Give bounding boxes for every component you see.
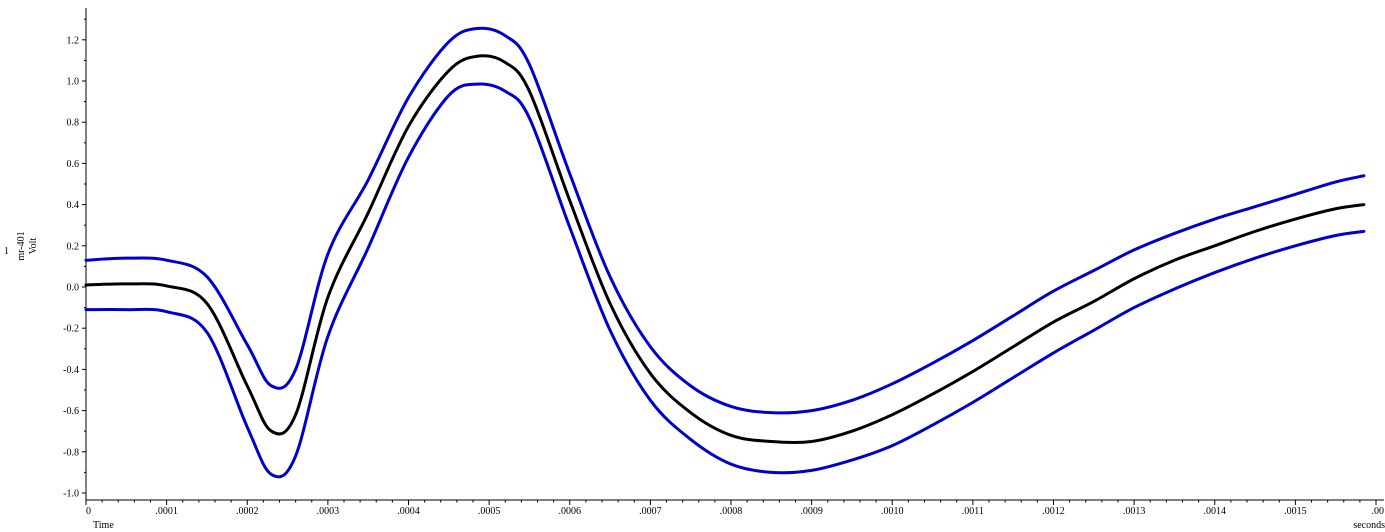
y-tick-label: -0.4 (63, 365, 79, 376)
y-tick-label: 1.2 (67, 35, 80, 46)
y-tick-label: -1.0 (63, 489, 79, 500)
upper-bound-line (84, 26, 1366, 415)
x-tick-label: .0005 (478, 506, 501, 517)
x-tick-label: .0003 (317, 506, 340, 517)
y-tick-label: 0.6 (67, 159, 80, 170)
y-tick-label: 0.8 (67, 118, 80, 129)
y-tick-label: 0.0 (67, 283, 80, 294)
x-tick-label: .0004 (397, 506, 420, 517)
y-tick-label: 1.0 (67, 77, 80, 88)
x-axis-unit: seconds (1353, 520, 1385, 531)
x-tick-label: .0010 (881, 506, 904, 517)
y-axis-name: mr-401 (16, 231, 27, 260)
channel-number: 1 (4, 246, 9, 257)
x-tick-label: .0002 (236, 506, 259, 517)
x-tick-label: .0007 (639, 506, 662, 517)
lower-bound-line (84, 82, 1366, 479)
x-axis-title: Time (93, 520, 114, 531)
y-tick-label: 0.4 (67, 200, 80, 211)
x-tick-label: .0009 (800, 506, 823, 517)
mean-line (84, 54, 1366, 445)
x-tick-label: .0013 (1123, 506, 1146, 517)
x-tick-label: .0006 (559, 506, 582, 517)
x-tick-label: .0014 (1204, 506, 1227, 517)
y-tick-label: -0.8 (63, 447, 79, 458)
x-tick-label: .0015 (1284, 506, 1307, 517)
y-axis: -1.0 -0.8 -0.6 -0.4 -0.2 0.0 0.2 0.4 0.6 0.8 1.0 1.… (63, 8, 87, 500)
x-tick-label: 0 (86, 506, 91, 517)
x-tick-label: .0001 (155, 506, 178, 517)
x-axis: 0 .0001 .0002 .0003 .0004 .0005 .0006 .0007 .000… (85, 499, 1385, 517)
x-tick-label: .0008 (720, 506, 743, 517)
x-tick-label: .0011 (962, 506, 984, 517)
series-group (84, 26, 1366, 479)
x-tick-label: .0012 (1042, 506, 1065, 517)
y-axis-unit: Volt (28, 238, 39, 255)
x-tick-label: .00 (1372, 506, 1385, 517)
y-tick-label: -0.2 (63, 324, 79, 335)
y-tick-label: 0.2 (67, 241, 80, 252)
y-tick-label: -0.6 (63, 406, 79, 417)
